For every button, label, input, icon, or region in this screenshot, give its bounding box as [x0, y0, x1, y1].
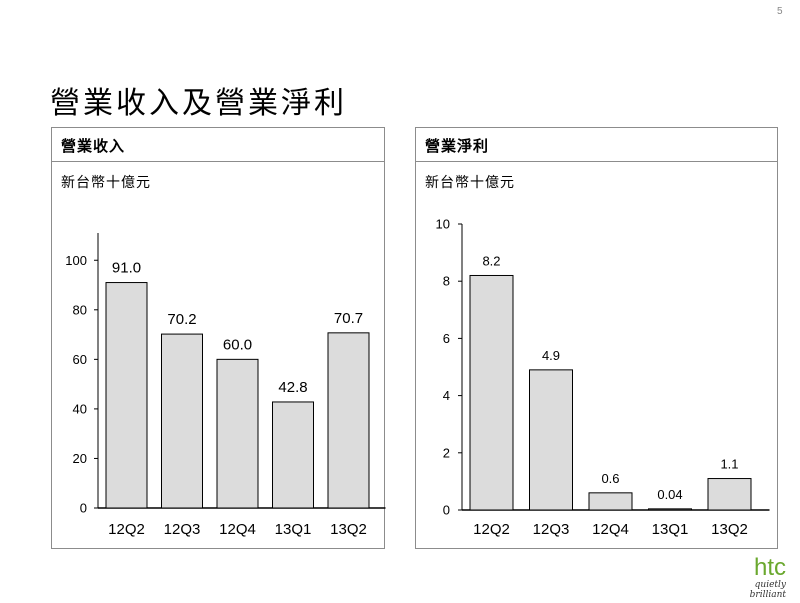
operating-income-y-tick-label: 8 [443, 274, 450, 289]
revenue-bar [272, 401, 314, 509]
operating-income-bar [588, 492, 633, 511]
revenue-y-tick-label: 100 [65, 253, 87, 268]
revenue-bar [161, 333, 203, 509]
operating-income-bar [529, 369, 573, 511]
operating-income-panel-title: 營業淨利 [416, 128, 777, 162]
page-number: 5 [777, 6, 783, 17]
revenue-unit-label: 新台幣十億元 [61, 175, 151, 191]
htc-logo-mark: htc [753, 554, 786, 581]
operating-income-category-label: 13Q2 [711, 521, 748, 538]
revenue-y-tick-label: 80 [73, 302, 87, 317]
revenue-y-tick-label: 40 [73, 401, 87, 416]
page-title: 營業收入及營業淨利 [50, 86, 347, 121]
revenue-y-tick-label: 0 [80, 501, 87, 516]
revenue-bar-value-label: 60.0 [223, 336, 252, 353]
revenue-category-label: 12Q2 [108, 521, 145, 538]
operating-income-y-tick-label: 2 [443, 445, 450, 460]
operating-income-bar-value-label: 4.9 [542, 348, 560, 363]
revenue-category-label: 13Q2 [330, 521, 367, 538]
operating-income-category-label: 12Q3 [533, 521, 570, 538]
revenue-bar-value-label: 70.2 [167, 311, 196, 328]
revenue-category-label: 12Q4 [219, 521, 256, 538]
revenue-bar-value-label: 70.7 [334, 310, 363, 327]
operating-income-chart: 0 2 4 6 8 10 8.2 12Q2 4.9 12Q3 0.6 12Q4 0.04 13Q1 1.1 1… [436, 217, 770, 538]
operating-income-y-tick-label: 4 [443, 388, 450, 403]
revenue-category-label: 13Q1 [275, 521, 312, 538]
revenue-bar [216, 358, 259, 509]
htc-logo: htc quietly brilliant [722, 554, 786, 601]
revenue-panel: 營業收入 新台幣十億元 0 20 40 60 80 100 91.0 12Q2 70.2 12Q3… [51, 127, 386, 549]
revenue-bar [105, 282, 148, 509]
operating-income-bar-value-label: 1.1 [720, 457, 738, 472]
operating-income-category-label: 12Q2 [473, 521, 510, 538]
revenue-panel-title: 營業收入 [52, 128, 384, 162]
htc-logo-tagline: quietly brilliant [749, 580, 786, 600]
revenue-bar-value-label: 91.0 [112, 260, 141, 277]
operating-income-unit-label: 新台幣十億元 [425, 175, 515, 191]
operating-income-bar-value-label: 0.04 [657, 487, 682, 502]
revenue-y-tick-label: 20 [73, 451, 87, 466]
operating-income-bar-value-label: 8.2 [482, 253, 500, 268]
operating-income-bar-value-label: 0.6 [601, 471, 619, 486]
revenue-chart: 0 20 40 60 80 100 91.0 12Q2 70.2 12Q3 60.0 12Q4 42.8… [65, 233, 386, 538]
operating-income-y-tick-label: 0 [443, 503, 450, 518]
operating-income-bar [707, 478, 752, 511]
operating-income-bar [648, 508, 692, 511]
operating-income-category-label: 13Q1 [652, 521, 689, 538]
operating-income-panel: 營業淨利 新台幣十億元 0 2 4 6 8 10 8.2 12Q2 4.9 12Q3 0.6 12Q4… [415, 127, 778, 549]
revenue-bar [327, 332, 370, 509]
revenue-y-tick-label: 60 [73, 352, 87, 367]
operating-income-y-tick-label: 10 [436, 217, 450, 232]
operating-income-y-tick-label: 6 [443, 331, 450, 346]
operating-income-category-label: 12Q4 [592, 521, 629, 538]
operating-income-bar [469, 274, 514, 511]
revenue-category-label: 12Q3 [164, 521, 201, 538]
revenue-bar-value-label: 42.8 [278, 379, 307, 396]
